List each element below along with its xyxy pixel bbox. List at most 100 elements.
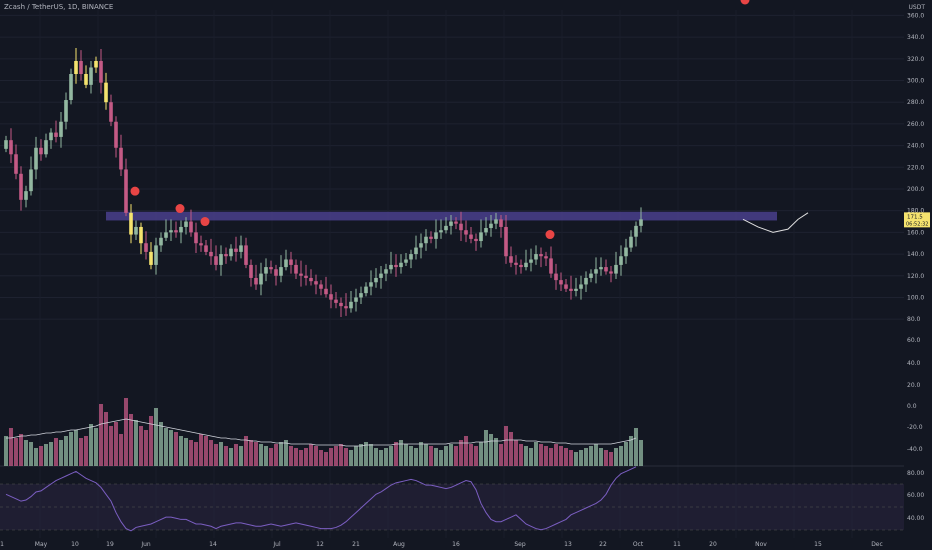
x-tick-label: 21 — [352, 541, 360, 548]
volume-bar — [164, 428, 168, 466]
candle-body — [564, 284, 568, 289]
candle-body — [294, 264, 298, 274]
volume-bar — [124, 398, 128, 466]
candle-body — [249, 264, 253, 278]
candle-body — [314, 281, 318, 285]
y-tick-label: 160.0 — [907, 229, 924, 236]
candle-body — [449, 221, 453, 226]
candle-body — [194, 232, 198, 244]
candle-body — [114, 121, 118, 148]
volume-bar — [429, 446, 433, 466]
candle-body — [319, 284, 323, 289]
volume-bar — [439, 450, 443, 466]
candle-body — [64, 100, 68, 122]
candle-body — [14, 154, 18, 174]
volume-bar — [214, 444, 218, 466]
volume-bar — [499, 444, 503, 466]
candle-body — [109, 102, 113, 122]
volume-bar — [319, 450, 323, 466]
volume-bar — [394, 442, 398, 466]
volume-bar — [404, 444, 408, 466]
candle-body — [519, 264, 523, 268]
candle-body — [119, 147, 123, 170]
x-tick-label: Oct — [633, 541, 644, 548]
volume-bar — [199, 434, 203, 466]
candle-body — [174, 230, 178, 233]
candle-body — [404, 259, 408, 263]
volume-bar — [259, 444, 263, 466]
x-tick-label: Sep — [514, 541, 526, 548]
candle-body — [464, 230, 468, 235]
y-tick-label: 260.0 — [907, 121, 924, 128]
volume-tick-label: 40.0 — [907, 360, 921, 367]
volume-bar — [309, 444, 313, 466]
volume-bar — [474, 446, 478, 466]
candle-body — [419, 243, 423, 248]
candle-body — [369, 282, 373, 287]
price-badge-countdown: 06:52:32 — [906, 221, 928, 227]
candle-body — [159, 237, 163, 246]
candle-body — [54, 132, 58, 137]
candle-body — [589, 273, 593, 278]
candle-body — [594, 269, 598, 274]
candle-body — [424, 236, 428, 244]
y-tick-label: 220.0 — [907, 164, 924, 171]
volume-bar — [144, 430, 148, 466]
x-tick-label: 16 — [452, 541, 460, 548]
symbol-title: Zcash / TetherUS, 1D, BINANCE — [4, 3, 114, 11]
volume-bar — [104, 412, 108, 466]
volume-bar — [484, 430, 488, 466]
volume-bar — [79, 438, 83, 466]
y-tick-label: 80.0 — [907, 316, 921, 323]
peak-marker — [200, 217, 210, 227]
candle-body — [579, 284, 583, 289]
candle-body — [289, 259, 293, 265]
candle-body — [554, 273, 558, 281]
currency-label: USDT — [908, 4, 926, 11]
candle-body — [434, 232, 438, 239]
volume-bar — [4, 436, 8, 466]
volume-bar — [29, 442, 33, 466]
volume-bar — [9, 428, 13, 466]
peak-marker — [545, 230, 555, 240]
candle-body — [219, 254, 223, 265]
volume-bar — [574, 452, 578, 466]
volume-bar — [204, 436, 208, 466]
volume-bar — [374, 448, 378, 466]
candle-body — [394, 264, 398, 268]
volume-bar — [454, 446, 458, 466]
candle-body — [399, 262, 403, 268]
candle-body — [44, 140, 48, 155]
volume-bar — [579, 450, 583, 466]
volume-bar — [229, 448, 233, 466]
candle-body — [414, 247, 418, 255]
volume-bar — [264, 446, 268, 466]
volume-bar — [529, 448, 533, 466]
candle-body — [24, 191, 28, 200]
candle-body — [509, 256, 513, 263]
candle-body — [524, 262, 528, 268]
volume-bar — [189, 440, 193, 466]
forecast-path — [742, 212, 809, 233]
volume-bar — [514, 440, 518, 466]
volume-tick-label: 0.0 — [907, 403, 917, 410]
volume-bar — [119, 434, 123, 466]
candle-body — [269, 267, 273, 270]
candle-body — [569, 288, 573, 291]
candle-body — [74, 60, 78, 74]
x-tick-label: Jul — [272, 541, 281, 548]
candle-body — [484, 228, 488, 233]
candle-body — [384, 269, 388, 274]
candle-body — [529, 259, 533, 263]
candle-body — [299, 273, 303, 276]
candle-body — [389, 264, 393, 270]
candle-body — [629, 236, 633, 248]
candle-body — [164, 232, 168, 238]
volume-bar — [84, 436, 88, 466]
volume-bar — [614, 448, 618, 466]
volume-bar — [284, 440, 288, 466]
volume-bar — [604, 450, 608, 466]
candle-body — [609, 271, 613, 274]
candle-body — [444, 225, 448, 231]
